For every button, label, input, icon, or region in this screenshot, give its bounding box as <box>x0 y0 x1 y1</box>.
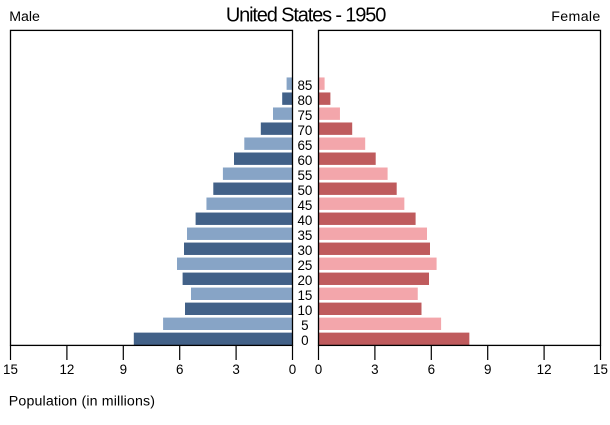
svg-text:12: 12 <box>537 362 552 377</box>
svg-text:9: 9 <box>120 362 127 377</box>
svg-text:65: 65 <box>297 138 312 153</box>
svg-text:35: 35 <box>297 228 312 243</box>
svg-text:10: 10 <box>297 303 312 318</box>
svg-text:30: 30 <box>297 243 312 258</box>
svg-text:80: 80 <box>297 93 312 108</box>
svg-text:15: 15 <box>3 362 18 377</box>
svg-text:40: 40 <box>297 213 312 228</box>
svg-text:12: 12 <box>59 362 74 377</box>
svg-text:Female: Female <box>551 9 600 25</box>
svg-text:25: 25 <box>297 258 312 273</box>
svg-text:85: 85 <box>297 78 312 93</box>
svg-text:United States - 1950: United States - 1950 <box>226 4 386 26</box>
svg-text:5: 5 <box>301 318 308 333</box>
svg-text:75: 75 <box>297 108 312 123</box>
svg-text:6: 6 <box>176 362 183 377</box>
svg-text:70: 70 <box>297 123 312 138</box>
svg-text:3: 3 <box>371 362 378 377</box>
svg-text:6: 6 <box>428 362 435 377</box>
svg-text:55: 55 <box>297 168 312 183</box>
svg-text:3: 3 <box>232 362 239 377</box>
svg-text:Male: Male <box>9 9 40 25</box>
svg-text:0: 0 <box>289 362 296 377</box>
svg-text:Population (in millions): Population (in millions) <box>9 393 155 409</box>
svg-text:20: 20 <box>297 273 312 288</box>
svg-text:0: 0 <box>315 362 322 377</box>
svg-text:15: 15 <box>297 288 312 303</box>
svg-text:0: 0 <box>301 333 308 348</box>
svg-text:50: 50 <box>297 183 312 198</box>
svg-text:60: 60 <box>297 153 312 168</box>
svg-text:45: 45 <box>297 198 312 213</box>
svg-text:9: 9 <box>484 362 491 377</box>
svg-text:15: 15 <box>593 362 608 377</box>
